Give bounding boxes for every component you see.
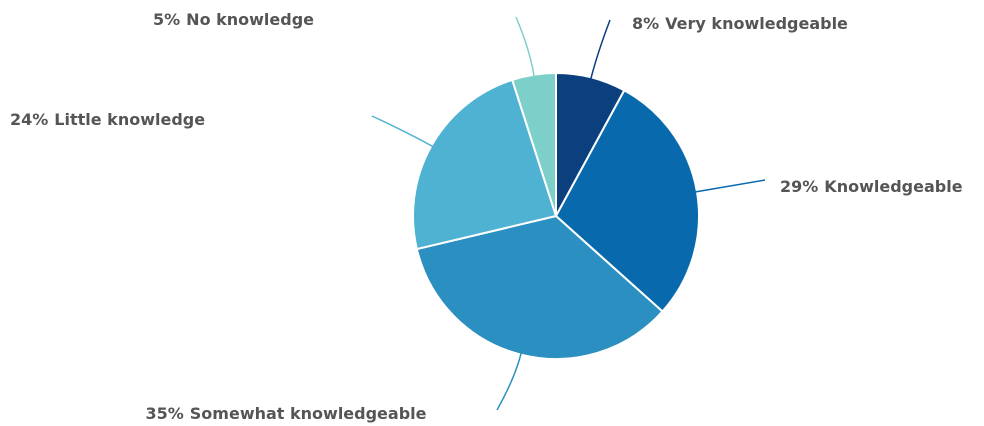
- slice-category-label: Somewhat knowledgeable: [190, 404, 427, 423]
- slice-category-label: Very knowledgeable: [665, 14, 848, 33]
- slice-category-label: No knowledge: [186, 10, 314, 29]
- leader-line: [371, 115, 434, 148]
- leader-line: [515, 16, 535, 77]
- leader-line: [496, 352, 523, 411]
- slice-category-label: Knowledgeable: [824, 177, 962, 196]
- slice-value-label: 5%: [153, 10, 180, 29]
- slice-value-label: 29%: [780, 177, 818, 196]
- slice-value-label: 35%: [145, 404, 183, 423]
- leader-line: [589, 19, 611, 80]
- slice-value-label: 24%: [10, 110, 48, 129]
- slice-label: 5% No knowledge: [153, 10, 314, 29]
- slice-label: 35% Somewhat knowledgeable: [145, 404, 426, 423]
- slice-value-label: 8%: [632, 14, 659, 33]
- slice-label: 8% Very knowledgeable: [632, 14, 848, 33]
- leader-line: [694, 179, 766, 193]
- slice-label: 29% Knowledgeable: [780, 177, 963, 196]
- slice-label: 24% Little knowledge: [10, 110, 205, 129]
- slice-category-label: Little knowledge: [54, 110, 205, 129]
